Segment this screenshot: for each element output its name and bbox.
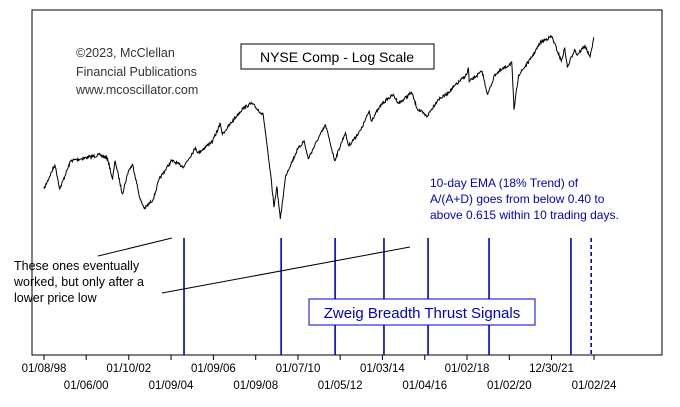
signals-label: Zweig Breadth Thrust Signals (324, 305, 521, 322)
pointer-line-lower (161, 246, 411, 294)
x-tick-label-12-30-21: 12/30/21 (529, 363, 574, 375)
x-tick-label-01-05-12: 01/05/12 (318, 380, 363, 392)
eventual-line-3: lower price low (14, 291, 98, 305)
x-tick-label-01-07-10: 01/07/10 (276, 363, 321, 375)
x-tick-label-01-04-16: 01/04/16 (402, 380, 447, 392)
x-tick-label-01-09-08: 01/09/08 (233, 380, 278, 392)
x-tick-label-01-02-18: 01/02/18 (445, 363, 490, 375)
signals-label-box (308, 298, 536, 326)
x-tick-label-01-08-98: 01/08/98 (22, 363, 67, 375)
pointer-line-upper (97, 237, 173, 257)
definition-line-1: 10-day EMA (18% Trend) of (430, 176, 579, 190)
chart-title: NYSE Comp - Log Scale (260, 49, 414, 65)
x-tick-label-01-09-04: 01/09/04 (149, 380, 194, 392)
eventual-line-2: worked, but only after a (13, 275, 144, 289)
price-line (43, 34, 595, 219)
x-tick-label-01-10-02: 01/10/02 (106, 363, 151, 375)
signal-lines-layer (183, 238, 592, 355)
definition-line-3: above 0.615 within 10 trading days. (430, 208, 619, 222)
eventual-line-1: These ones eventually (14, 259, 140, 273)
x-tick-label-01-06-00: 01/06/00 (64, 380, 109, 392)
x-ticks-layer: 01/08/98 01/10/02 01/09/06 01/07/10 01/03/14… (22, 355, 617, 392)
copyright-line-2: Financial Publications (76, 65, 197, 79)
x-tick-label-01-09-06: 01/09/06 (191, 363, 236, 375)
copyright-line-1: ©2023, McClellan (76, 46, 175, 60)
x-tick-label-01-03-14: 01/03/14 (360, 363, 405, 375)
x-tick-label-01-02-24: 01/02/24 (572, 380, 617, 392)
price-series-layer (43, 34, 595, 219)
definition-line-2: A/(A+D) goes from below 0.40 to (430, 192, 605, 206)
x-tick-label-01-02-20: 01/02/20 (487, 380, 532, 392)
title-box (240, 43, 435, 70)
copyright-line-3: www.mcoscillator.com (75, 83, 198, 97)
